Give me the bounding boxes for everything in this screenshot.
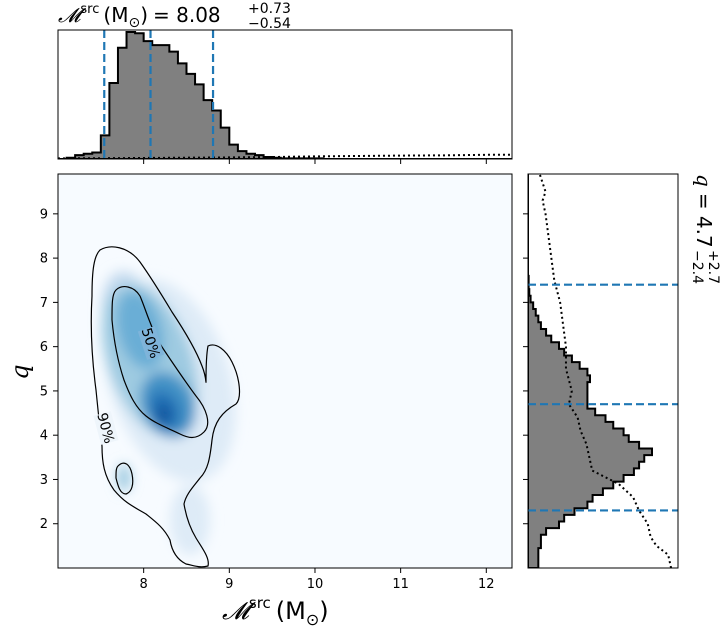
side-title-error-plus: +2.7	[705, 250, 721, 284]
chirp-mass-histogram	[58, 31, 512, 159]
chirp-mass-title: 𝓜src (M⊙) = 8.08	[58, 2, 221, 31]
y-tick-label: 4	[40, 429, 48, 444]
mass-ratio-quantile-lines	[528, 283, 678, 512]
y-tick-label: 5	[40, 384, 48, 399]
top-panel-ticks	[143, 159, 487, 164]
title-unit: (M	[103, 3, 128, 27]
contour-90	[90, 246, 241, 568]
xlabel-superscript: src	[249, 594, 271, 612]
y-tick-label: 9	[40, 207, 48, 222]
y-tick-label: 7	[40, 296, 48, 311]
density-map	[101, 271, 236, 555]
density-blob	[170, 485, 210, 555]
top-panel-frame	[57, 29, 513, 160]
title-unit-sub: ⊙	[128, 15, 140, 31]
x-tick-label: 11	[392, 577, 409, 592]
chirp-mass-marginal-panel	[57, 29, 513, 164]
y-tick-label: 3	[40, 473, 48, 488]
y-tick-label: 2	[40, 517, 48, 532]
x-axis-label: 𝓜src (M⊙)	[222, 594, 329, 629]
side-title-error-minus: −2.4	[689, 250, 705, 284]
side-title-text: q = 4.7	[692, 174, 716, 248]
y-axis-label: q	[6, 364, 34, 379]
xlabel-unit-sub: ⊙	[306, 610, 319, 629]
title-error-minus: −0.54	[248, 16, 291, 32]
x-tick-label: 9	[225, 577, 233, 592]
right-panel-frame	[527, 173, 679, 569]
x-tick-label: 12	[478, 577, 495, 592]
xlabel-unit: (M	[276, 597, 306, 625]
y-tick-label: 8	[40, 252, 48, 267]
title-value: = 8.08	[153, 3, 221, 27]
contour-50	[111, 286, 209, 439]
side-title-symbol: q	[692, 174, 716, 187]
contour-lines	[90, 246, 241, 568]
x-tick-label: 10	[307, 577, 324, 592]
mass-ratio-histogram-step	[528, 174, 653, 568]
chirp-mass-prior-curve	[58, 153, 512, 159]
chirp-mass-quantile-lines	[103, 30, 215, 159]
main-panel-ticks: 8 9 10 11 12 2 3 4 5 6 7 8 9	[40, 207, 495, 592]
mass-ratio-title: q = 4.7 +2.7 −2.4	[689, 174, 721, 284]
main-panel-frame	[57, 173, 513, 569]
right-panel-ticks	[523, 213, 528, 525]
title-unit-close: )	[140, 3, 148, 27]
contour-50-island	[115, 462, 134, 495]
mass-ratio-histogram	[528, 174, 673, 568]
side-title-value: = 4.7	[692, 193, 716, 248]
y-tick-label: 6	[40, 340, 48, 355]
title-error-plus: +0.73	[248, 1, 291, 17]
density-blob	[156, 405, 170, 425]
contour-label-bg	[137, 325, 165, 361]
title-superscript: src	[80, 2, 99, 17]
contour-label-90: 90%	[93, 411, 117, 445]
density-blob	[117, 464, 131, 492]
x-tick-label: 8	[140, 577, 148, 592]
xlabel-unit-close: )	[319, 597, 328, 625]
mass-ratio-marginal-panel	[523, 173, 679, 569]
chirp-mass-histogram-step	[58, 31, 512, 159]
contour-label-bg	[93, 411, 119, 445]
